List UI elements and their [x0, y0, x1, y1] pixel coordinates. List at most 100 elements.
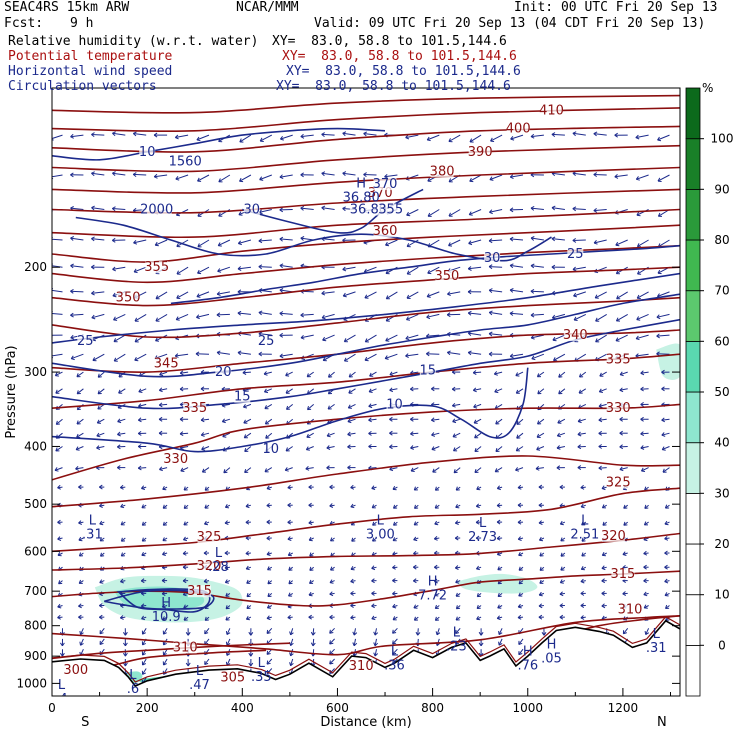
circulation-vector — [97, 388, 105, 395]
circulation-vector-head — [200, 386, 205, 392]
circulation-vector-head — [476, 486, 481, 491]
circulation-vector-head — [664, 578, 669, 584]
circulation-vector-head — [78, 552, 84, 557]
circulation-vector-head — [117, 418, 122, 424]
circulation-vector-head — [601, 551, 606, 557]
wind-label: 2000 — [140, 203, 173, 218]
circulation-vector-head — [308, 591, 313, 597]
circulation-vector-head — [664, 520, 669, 526]
x-axis-label: Distance (km) — [320, 715, 411, 730]
circulation-vector — [76, 432, 84, 438]
circulation-vector-head — [91, 264, 95, 270]
circulation-vector — [574, 353, 587, 362]
circulation-vector-head — [179, 431, 184, 437]
circulation-vector-head — [371, 578, 375, 584]
circulation-vector-head — [218, 212, 223, 217]
extremum-value: .6 — [127, 682, 139, 697]
circulation-vector-head — [517, 484, 522, 490]
circulation-vector — [306, 371, 314, 378]
theta-label: 310 — [618, 603, 643, 618]
circulation-vector-head — [266, 604, 272, 609]
circulation-vector-head — [363, 131, 368, 137]
circulation-vector — [447, 351, 461, 355]
circulation-vector — [489, 174, 503, 181]
circulation-vector — [91, 291, 105, 294]
circulation-vector-head — [224, 565, 229, 570]
circulation-vector-head — [162, 485, 167, 491]
wind-label: 15 — [234, 390, 251, 405]
circulation-vector — [578, 388, 587, 394]
circulation-vector — [572, 266, 586, 270]
circulation-vector-head — [182, 578, 187, 584]
circulation-vector-head — [137, 417, 142, 423]
circulation-vector-head — [244, 447, 249, 452]
terrain-line — [52, 619, 680, 687]
circulation-vector-head — [494, 388, 499, 394]
y-tick-label: 900 — [24, 649, 47, 663]
circulation-vector-head — [530, 334, 535, 340]
circulation-vector-head — [426, 314, 431, 320]
circulation-vector-head — [431, 386, 435, 392]
circulation-vector-head — [643, 578, 647, 584]
circulation-vector-head — [615, 270, 620, 275]
circulation-vector — [342, 172, 356, 176]
circulation-vector-head — [434, 504, 439, 509]
circulation-vector-head — [204, 486, 209, 491]
circulation-vector-head — [225, 616, 230, 621]
circulation-vector — [75, 467, 84, 470]
theta-label: 390 — [468, 145, 493, 160]
circulation-vector-head — [434, 520, 439, 526]
circulation-vector — [154, 174, 168, 178]
circulation-vector — [510, 289, 524, 293]
theta-label: 350 — [434, 269, 459, 284]
extremum-marker: L — [258, 656, 266, 671]
circulation-vector — [384, 174, 398, 178]
circulation-vector-head — [158, 402, 163, 408]
rh-shaded-region — [656, 343, 680, 380]
circulation-vector-head — [594, 294, 599, 299]
circulation-vector-head — [509, 353, 514, 359]
circulation-vector-head — [405, 353, 409, 359]
circulation-vector-head — [623, 504, 628, 509]
circulation-vector — [406, 209, 419, 216]
circulation-vector-head — [636, 243, 642, 248]
circulation-vector-head — [162, 661, 167, 666]
circulation-vector-head — [413, 604, 418, 609]
wind-label: 30 — [244, 203, 261, 218]
circulation-vector — [593, 133, 607, 136]
circulation-vector-head — [224, 504, 230, 509]
extremum-marker: H — [161, 596, 171, 611]
circulation-vector-head — [661, 369, 665, 375]
circulation-vector-head — [644, 631, 650, 636]
circulation-vector — [175, 174, 189, 180]
theta-label-halo — [373, 225, 397, 238]
circulation-vector-head — [385, 270, 390, 275]
circulation-vector — [489, 289, 503, 293]
circulation-vector-head — [279, 263, 284, 269]
wind-label: 10 — [263, 442, 280, 457]
circulation-vector-head — [248, 631, 254, 636]
circulation-vector — [432, 467, 440, 473]
circulation-vector-head — [640, 370, 645, 376]
circulation-vector-head — [406, 211, 411, 217]
circulation-vector — [197, 174, 210, 182]
colorbar-band — [685, 290, 701, 342]
circulation-vector — [159, 371, 168, 376]
circulation-vector-head — [287, 519, 292, 525]
circulation-vector — [237, 312, 251, 315]
circulation-vector-head — [141, 485, 146, 490]
circulation-vector — [204, 658, 210, 665]
circulation-vector — [392, 648, 398, 655]
circulation-vector-head — [343, 338, 348, 343]
circulation-vector-head — [289, 631, 294, 636]
circulation-vector-head — [342, 292, 347, 298]
circulation-vector — [389, 388, 398, 391]
south-end-label: S — [81, 715, 89, 730]
forecast-hours: 9 h — [70, 16, 94, 31]
circulation-vector-head — [473, 419, 478, 424]
circulation-vector — [112, 266, 126, 270]
circulation-vector-head — [434, 578, 438, 584]
circulation-vector-head — [455, 579, 460, 584]
circulation-vector-head — [410, 467, 415, 472]
circulation-vector-head — [224, 550, 229, 556]
